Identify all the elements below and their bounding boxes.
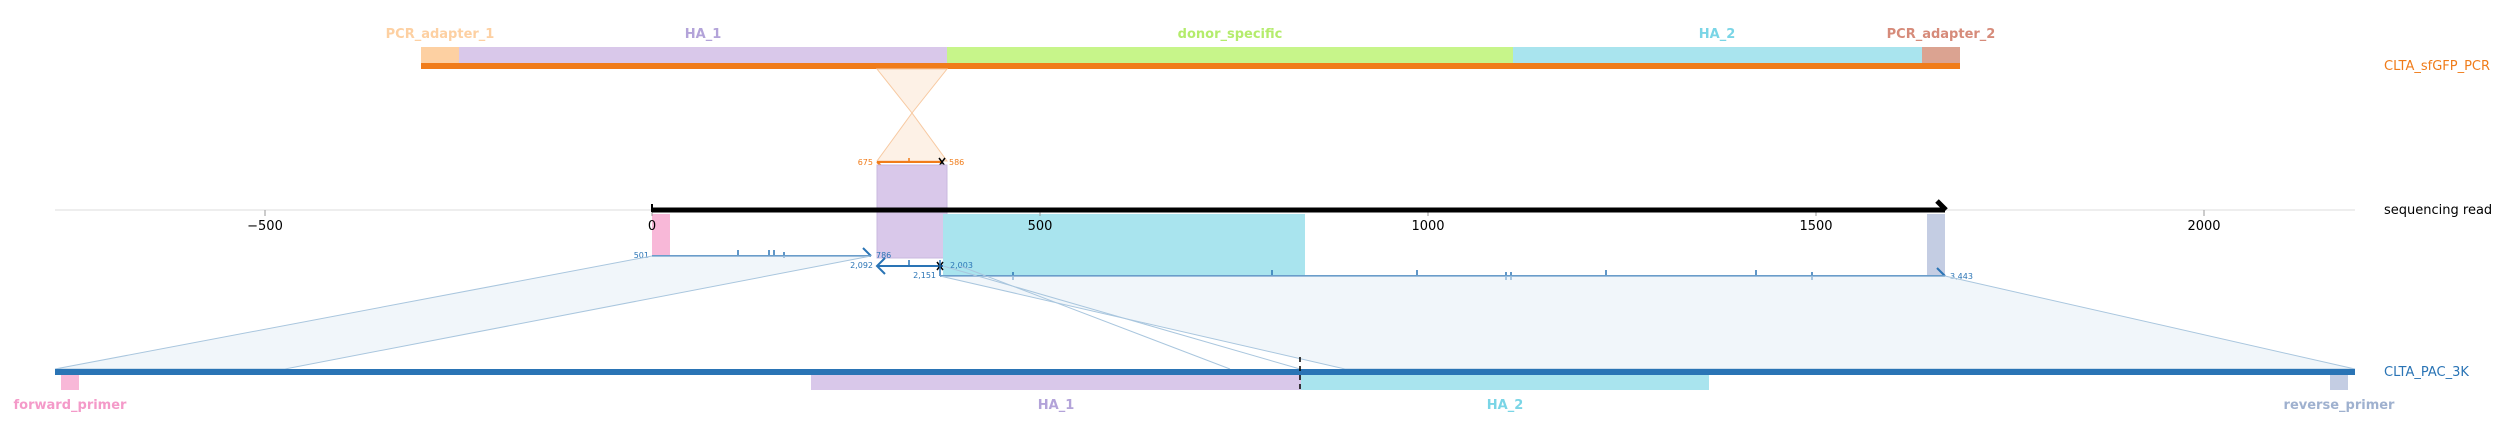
bottom-label-reverse-primer: reverse_primer [2284, 398, 2396, 413]
bottom-feature-ha-2 [1301, 375, 1709, 390]
bottom-feature-ha-1 [811, 375, 1301, 390]
alignment-1-right-label: 786 [876, 251, 891, 260]
axis-tick-label: 1000 [1411, 219, 1444, 234]
top-label-donor-specific: donor_specific [1178, 27, 1283, 42]
top-label-ha-2: HA_2 [1699, 27, 1736, 42]
top-feature-ha-1 [459, 47, 947, 63]
alignment-2-left-label: 2,092 [850, 261, 873, 270]
top-feature-pcr-adapter-2 [1922, 47, 1960, 63]
top-alignment-funnel: 675 586 [858, 68, 964, 171]
top-label-pcr-adapter-1: PCR_adapter_1 [386, 27, 495, 42]
bottom-feature-forward-primer [61, 375, 79, 390]
top-alignment-left-label: 675 [858, 158, 873, 167]
bottom-construct: forward_primer HA_1 HA_2 reverse_primer … [14, 357, 2469, 413]
alignment-2-right-label: 2,003 [950, 261, 973, 270]
projection-2-edge [959, 265, 1231, 370]
read-arrowhead [1935, 199, 1948, 212]
axis-tick-label: −500 [247, 219, 283, 234]
bottom-feature-reverse-primer [2330, 375, 2348, 390]
read-row-name: sequencing read [2384, 203, 2492, 218]
top-label-pcr-adapter-2: PCR_adapter_2 [1887, 27, 1996, 42]
read-forward-primer-overlay [652, 214, 670, 256]
top-feature-ha-2 [1513, 47, 1922, 63]
top-sequence-bar [421, 63, 1960, 69]
top-label-ha-1: HA_1 [685, 27, 722, 42]
alignment-3-right-label: 3,443 [1950, 272, 1973, 281]
alignment-1-left-label: 501 [634, 251, 649, 260]
read-reverse-primer-overlay [1927, 214, 1945, 276]
top-row-name: CLTA_sfGFP_PCR [2384, 59, 2490, 74]
bottom-sequence-bar [55, 369, 2355, 375]
projection-3 [939, 275, 2356, 370]
funnel-lower [876, 112, 948, 162]
top-construct: PCR_adapter_1 HA_1 donor_specific HA_2 P… [386, 27, 2490, 74]
alignment-3-arrow [1936, 267, 1946, 277]
bottom-label-ha-1: HA_1 [1038, 398, 1075, 413]
alignment-3-left-label: 2,151 [913, 271, 936, 280]
bottom-label-ha-2: HA_2 [1487, 398, 1524, 413]
projection-1 [54, 255, 872, 370]
top-feature-pcr-adapter-1 [421, 47, 459, 63]
axis-tick-label: 1500 [1799, 219, 1832, 234]
axis-tick-label: 500 [1028, 219, 1053, 234]
bottom-label-forward-primer: forward_primer [14, 398, 128, 413]
top-alignment-right-label: 586 [949, 158, 964, 167]
axis-tick-label: 0 [648, 219, 656, 234]
bottom-row-name: CLTA_PAC_3K [2384, 365, 2469, 380]
read-ha2-overlay [943, 214, 1305, 276]
axis-tick-label: 2000 [2187, 219, 2220, 234]
top-feature-donor-specific [947, 47, 1513, 63]
bottom-projections [54, 255, 2356, 370]
alignment-2-arrow [875, 257, 886, 275]
funnel-upper [875, 68, 949, 114]
alignment-1-arrow [862, 247, 872, 257]
projection-2-edge [942, 265, 1301, 370]
sequencing-read: sequencing read [651, 199, 2492, 218]
